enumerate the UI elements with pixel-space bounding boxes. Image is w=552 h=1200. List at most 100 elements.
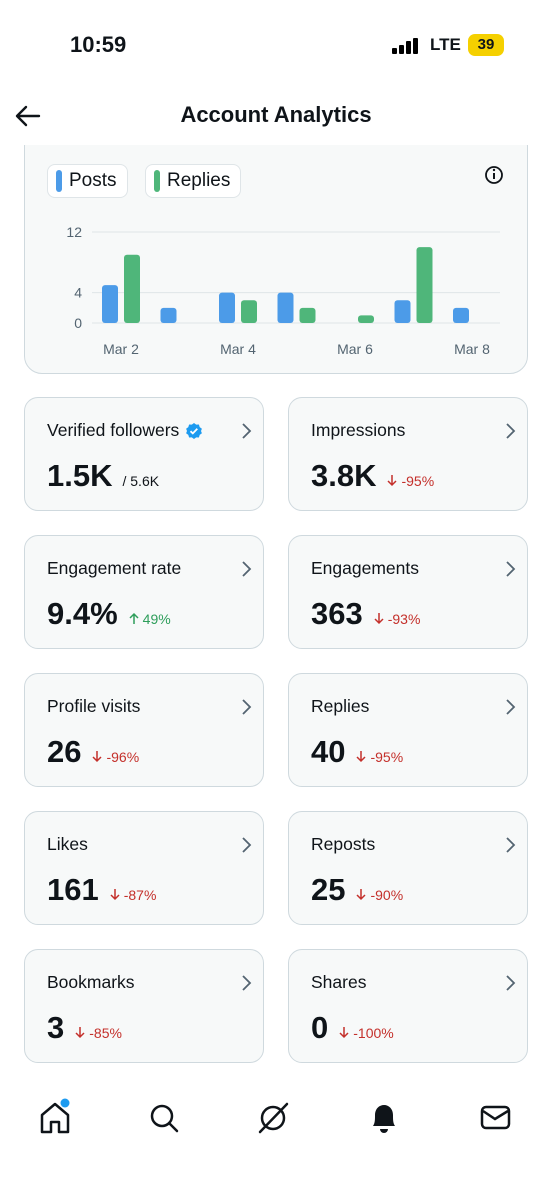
- trend-arrow: [75, 1027, 85, 1039]
- metric-card[interactable]: Impressions 3.8K -95%: [288, 397, 528, 511]
- metric-label-row: Engagements: [311, 558, 419, 579]
- metric-change-wrap: -90%: [355, 887, 403, 903]
- metric-label-row: Shares: [311, 972, 366, 993]
- metric-label: Engagement rate: [47, 558, 182, 578]
- info-icon-part: [492, 168, 496, 172]
- messages-icon[interactable]: [480, 1105, 511, 1130]
- metric-row: 25 -90%: [311, 872, 403, 908]
- metric-card[interactable]: Likes 161 -87%: [24, 811, 264, 925]
- metric-change-wrap: -95%: [386, 473, 434, 489]
- y-tick-label: 4: [74, 285, 82, 301]
- legend-item: Posts: [47, 164, 128, 198]
- metric-label-row: Reposts: [311, 834, 375, 855]
- metric-change: -87%: [123, 887, 157, 903]
- metric-value: 161: [47, 872, 99, 907]
- metric-change: 49%: [142, 611, 171, 627]
- status-time: 10:59: [70, 32, 127, 57]
- metric-change: -95%: [370, 749, 404, 765]
- trend-arrow: [387, 475, 398, 487]
- chevron: [242, 561, 252, 577]
- metric-label: Likes: [47, 834, 88, 854]
- metric-card[interactable]: Verified followers 1.5K / 5.6K: [24, 397, 264, 511]
- info-icon-part: [493, 173, 495, 179]
- search-icon[interactable]: [150, 1104, 174, 1128]
- metric-label: Bookmarks: [47, 972, 135, 992]
- metric-label: Impressions: [311, 420, 406, 440]
- header: [0, 80, 552, 145]
- metric-row: 3.8K -95%: [311, 458, 434, 494]
- metric-change-wrap: 49%: [128, 611, 171, 627]
- metric-value: 9.4%: [47, 596, 118, 631]
- metric-change: -96%: [106, 749, 140, 765]
- metric-label-row: Profile visits: [47, 696, 140, 717]
- chart: 0 4 12 Mar 2 Mar 4 Mar 6 Mar 8: [66, 166, 503, 357]
- page-title: Account Analytics: [180, 102, 372, 127]
- metric-row: 40 -95%: [311, 734, 403, 770]
- metric-label: Engagements: [311, 558, 419, 578]
- chevron: [506, 561, 516, 577]
- metric-change-wrap: -96%: [91, 749, 139, 765]
- bar: [358, 315, 374, 323]
- chevron: [506, 837, 516, 853]
- trend-arrow: [129, 612, 139, 624]
- y-tick-label: 12: [66, 224, 82, 240]
- metric-value: 363: [311, 596, 363, 631]
- metric-label-row: Bookmarks: [47, 972, 135, 993]
- info-icon[interactable]: [485, 166, 503, 184]
- metric-secondary: / 5.6K: [122, 473, 160, 489]
- home-icon[interactable]: [40, 1102, 70, 1134]
- metric-card[interactable]: Shares 0 -100%: [288, 949, 528, 1063]
- bar: [394, 300, 411, 323]
- legend-swatch: [154, 170, 160, 192]
- trend-arrow: [356, 889, 367, 901]
- bar: [299, 307, 316, 323]
- notifications-icon[interactable]: [373, 1105, 395, 1126]
- metric-label-row: Engagement rate: [47, 558, 181, 579]
- metric-change: -95%: [401, 473, 435, 489]
- trend-arrow: [92, 751, 103, 763]
- metric-change-wrap: -93%: [373, 611, 420, 627]
- trend-arrow: [356, 751, 367, 763]
- bottom-nav: [40, 1098, 511, 1134]
- metric-change-wrap: -87%: [109, 887, 157, 903]
- metric-card[interactable]: Engagements 363 -93%: [288, 535, 528, 649]
- chevron: [242, 837, 252, 853]
- legend-item: Replies: [145, 164, 242, 198]
- battery: 39: [468, 34, 504, 56]
- verified-badge: [186, 422, 203, 439]
- metric-label-row: Replies: [311, 696, 369, 717]
- metric-card[interactable]: Replies 40 -95%: [288, 673, 528, 787]
- metric-value: 25: [311, 872, 346, 907]
- chevron: [506, 975, 516, 991]
- metric-row: 363 -93%: [311, 596, 420, 632]
- metric-row: 1.5K / 5.6K: [47, 458, 159, 494]
- metric-change-wrap: -85%: [74, 1025, 122, 1041]
- metric-card[interactable]: Engagement rate 9.4% 49%: [24, 535, 264, 649]
- notification-dot: [60, 1098, 70, 1108]
- back-button[interactable]: [14, 104, 42, 128]
- metric-change-wrap: -100%: [338, 1025, 394, 1041]
- metric-row: 26 -96%: [47, 734, 139, 770]
- metric-card[interactable]: Bookmarks 3 -85%: [24, 949, 264, 1063]
- metric-label: Profile visits: [47, 696, 141, 716]
- bar: [102, 285, 118, 323]
- metric-label: Replies: [311, 696, 370, 716]
- metric-change-wrap: -95%: [355, 749, 403, 765]
- chevron: [242, 423, 252, 439]
- metric-value: 26: [47, 734, 82, 769]
- metric-value: 40: [311, 734, 346, 769]
- bar: [241, 300, 257, 323]
- metric-label: Verified followers: [47, 420, 180, 440]
- chevron: [506, 423, 516, 439]
- bar: [124, 254, 140, 323]
- metric-card[interactable]: Reposts 25 -90%: [288, 811, 528, 925]
- metric-change: -85%: [89, 1025, 122, 1041]
- metric-value: 1.5K: [47, 458, 113, 493]
- status-network: LTE: [430, 35, 461, 54]
- metric-label: Reposts: [311, 834, 376, 854]
- metric-card[interactable]: Profile visits 26 -96%: [24, 673, 264, 787]
- metric-row: 3 -85%: [47, 1010, 122, 1046]
- trend-arrow: [374, 613, 384, 625]
- grok-icon[interactable]: [260, 1105, 286, 1131]
